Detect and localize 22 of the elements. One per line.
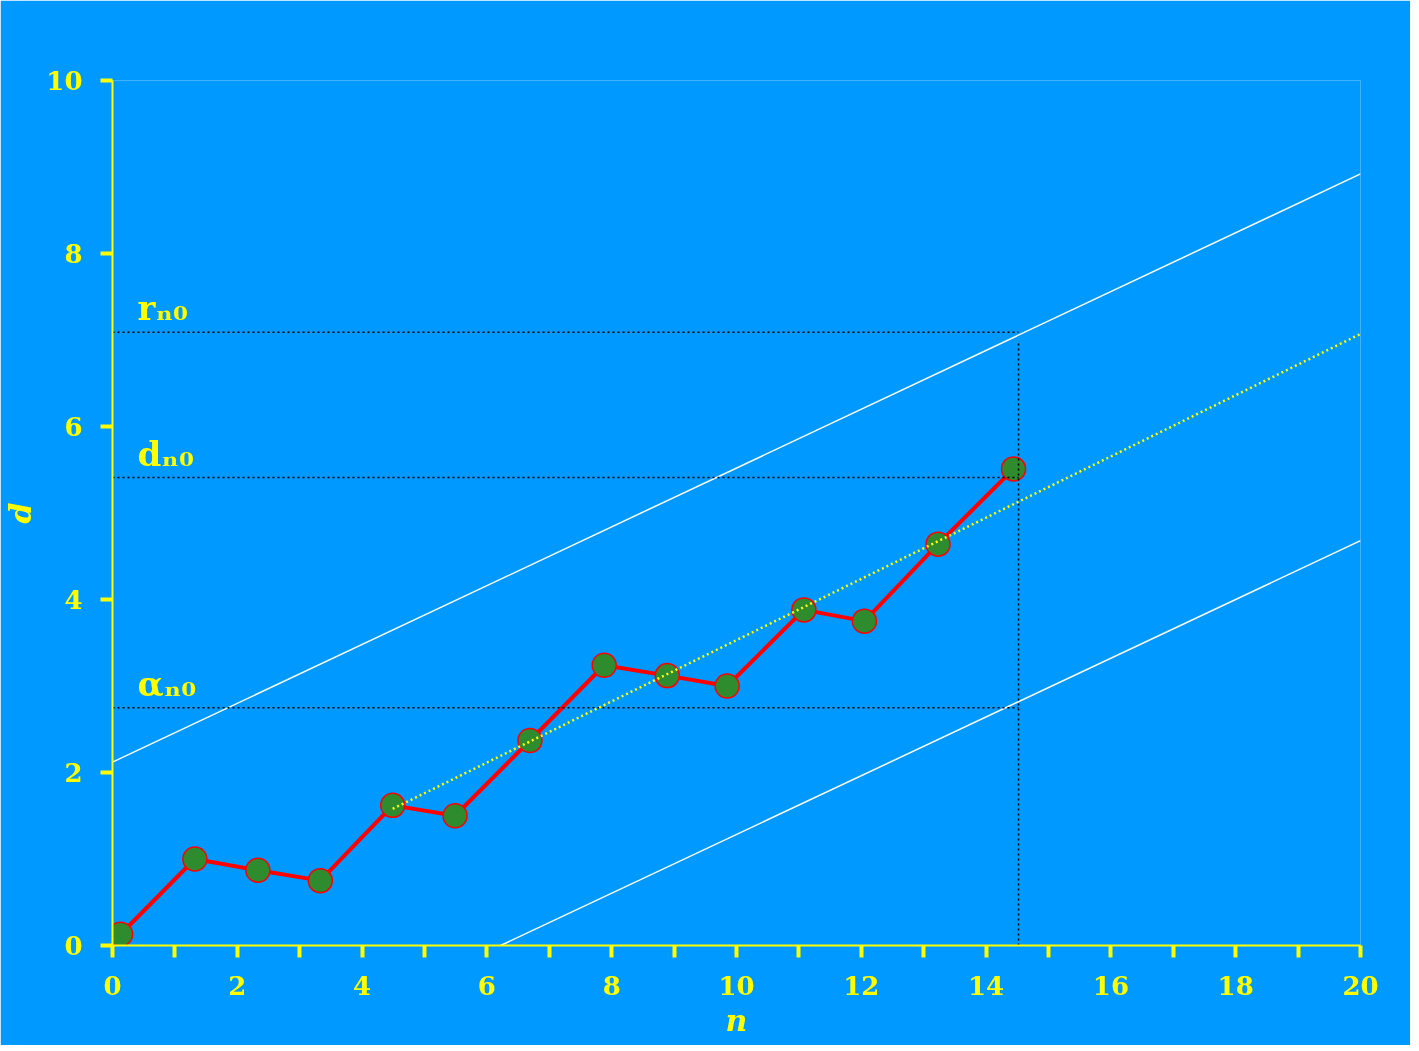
x-tick-label: 6: [477, 970, 496, 1001]
y-axis-title: d: [3, 502, 39, 524]
x-tick-label: 0: [103, 970, 122, 1001]
series-label: αₙ₀: [137, 663, 197, 704]
y-tick-label: 2: [64, 758, 83, 788]
y-tick-label: 4: [64, 585, 83, 615]
x-tick-label: 14: [968, 970, 1005, 1001]
x-tick-label: 4: [353, 970, 372, 1001]
y-tick-label: 8: [64, 239, 83, 269]
x-axis-title: n: [725, 1002, 748, 1038]
y-tick-label: 0: [64, 931, 83, 961]
series-label: dₙ₀: [137, 433, 194, 474]
x-tick-label: 18: [1217, 970, 1254, 1001]
x-tick-label: 12: [843, 970, 880, 1001]
x-tick-label: 2: [228, 970, 247, 1001]
x-tick-label: 16: [1092, 970, 1129, 1001]
x-tick-label: 10: [718, 970, 755, 1001]
y-tick-label: 10: [46, 66, 83, 96]
x-tick-label: 20: [1342, 970, 1379, 1001]
series-label: rₙ₀: [137, 288, 188, 329]
y-tick-label: 6: [64, 412, 83, 442]
x-tick-label: 8: [602, 970, 621, 1001]
